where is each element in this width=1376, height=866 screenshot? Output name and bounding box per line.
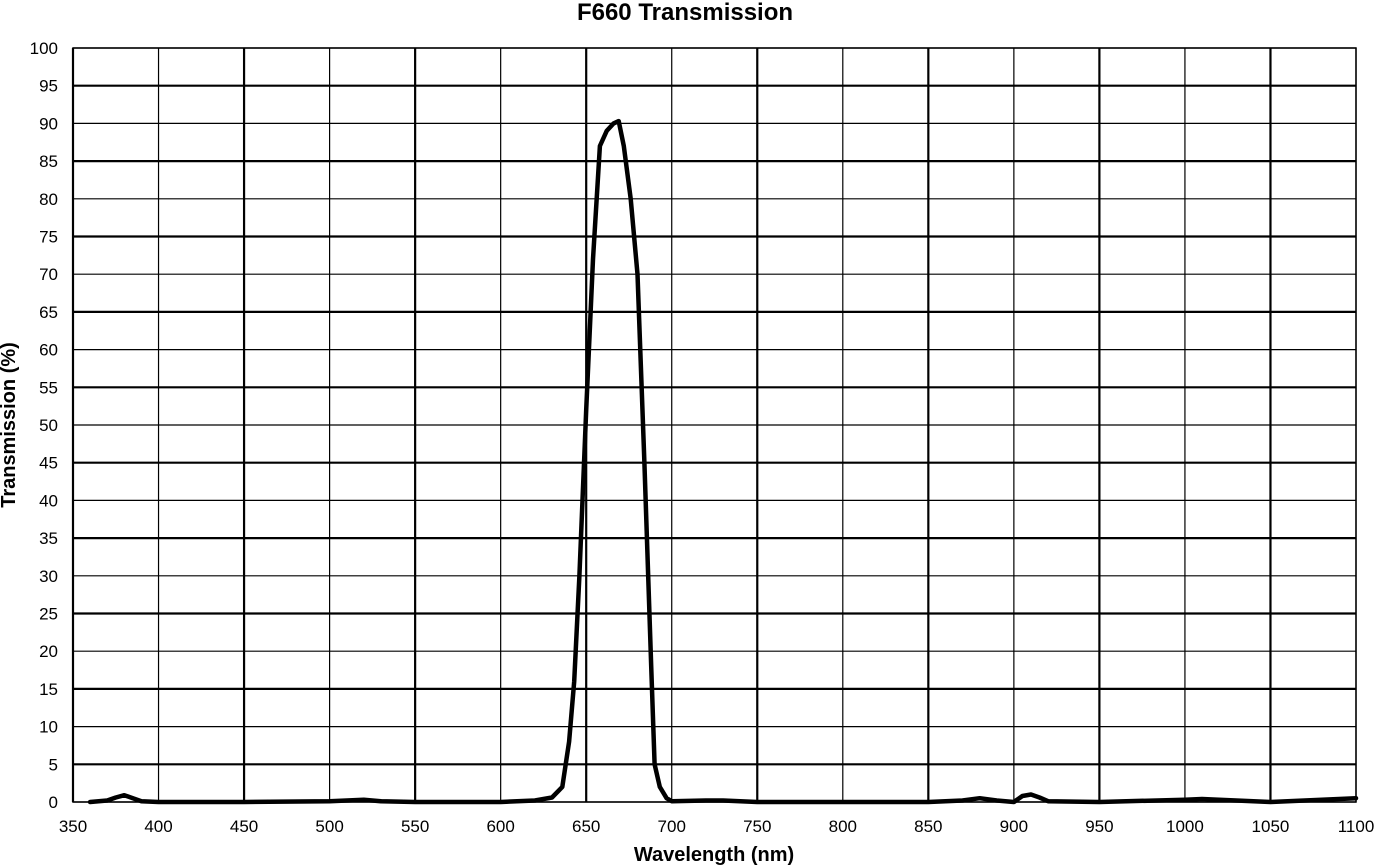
y-tick-label: 40 [39,491,58,510]
x-tick-label: 950 [1085,817,1113,836]
x-tick-label: 350 [59,817,87,836]
y-tick-label: 35 [39,529,58,548]
x-tick-label: 1100 [1338,817,1375,836]
y-tick-label: 10 [39,718,58,737]
grid-lines [71,47,1357,803]
y-tick-label: 25 [39,605,58,624]
y-tick-label: 90 [39,114,58,133]
y-tick-label: 70 [39,265,58,284]
y-tick-label: 15 [39,680,58,699]
y-tick-label: 30 [39,567,58,586]
x-tick-label: 600 [486,817,514,836]
x-tick-label: 550 [401,817,429,836]
y-tick-label: 0 [49,793,58,812]
x-tick-label: 700 [658,817,686,836]
x-tick-label: 500 [315,817,343,836]
y-tick-label: 20 [39,642,58,661]
x-tick-label: 900 [1000,817,1028,836]
chart-title: F660 Transmission [577,0,793,26]
x-tick-label: 1000 [1166,817,1204,836]
y-axis-label: Transmission (%) [0,342,20,508]
x-tick-label: 400 [144,817,172,836]
y-tick-label: 55 [39,378,58,397]
x-tick-label: 850 [914,817,942,836]
y-tick-label: 45 [39,454,58,473]
x-tick-label: 800 [829,817,857,836]
x-tick-label: 1050 [1252,817,1290,836]
transmission-series-line [87,118,1359,805]
y-tick-label: 80 [39,190,58,209]
y-tick-label: 100 [30,39,58,58]
x-tick-label: 750 [743,817,771,836]
y-tick-label: 50 [39,416,58,435]
x-tick-label: 650 [572,817,600,836]
y-tick-label: 75 [39,228,58,247]
x-tick-label: 450 [230,817,258,836]
y-tick-label: 95 [39,77,58,96]
y-tick-label: 60 [39,341,58,360]
y-tick-label: 85 [39,152,58,171]
tick-labels: 350 400 450 500 550 600 650 700 750 800 850 900 950 1… [30,39,1375,836]
y-tick-label: 65 [39,303,58,322]
y-tick-label: 5 [49,755,58,774]
x-axis-label: Wavelength (nm) [634,844,794,866]
